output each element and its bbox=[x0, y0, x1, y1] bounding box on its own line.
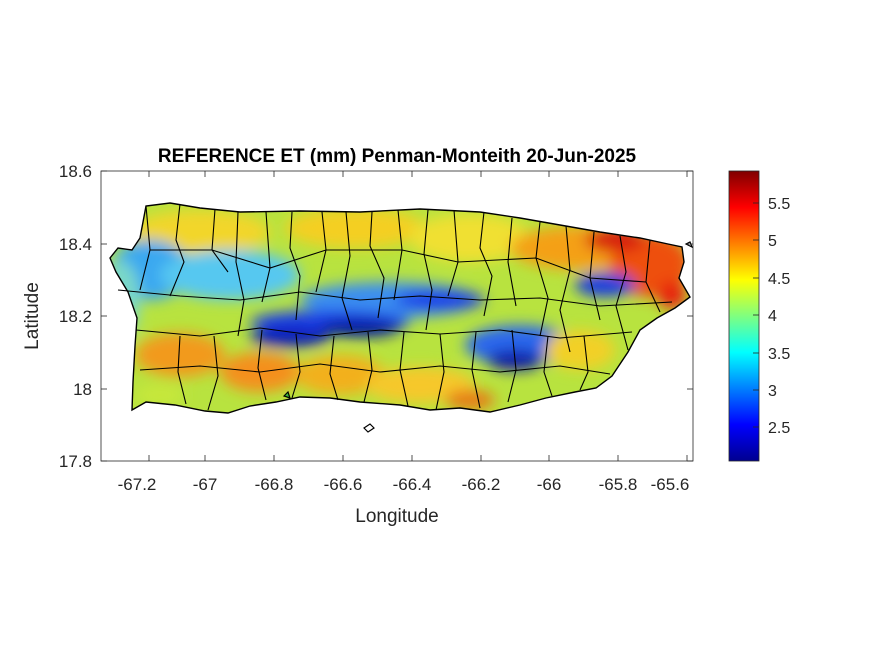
x-tick-label: -67 bbox=[193, 475, 218, 494]
x-tick-label: -66 bbox=[537, 475, 562, 494]
x-tick-label: -66.4 bbox=[393, 475, 432, 494]
colorbar-ticks bbox=[753, 202, 759, 428]
x-tick-label: -66.6 bbox=[324, 475, 363, 494]
x-tick-labels: -67.2 -67 -66.8 -66.6 -66.4 -66.2 -66 -6… bbox=[118, 475, 690, 494]
y-tick-labels: 18.6 18.4 18.2 18 17.8 bbox=[59, 162, 92, 471]
colorbar-tick-label: 5.5 bbox=[768, 196, 790, 213]
colorbar-tick-label: 5 bbox=[768, 233, 777, 250]
x-tick-label: -67.2 bbox=[118, 475, 157, 494]
x-tick-label: -66.2 bbox=[462, 475, 501, 494]
islets bbox=[282, 241, 694, 433]
colorbar-tick-label: 4 bbox=[768, 308, 777, 325]
colorbar-tick-label: 3 bbox=[768, 383, 777, 400]
x-axis-label: Longitude bbox=[355, 506, 438, 527]
axis-ticks bbox=[101, 170, 693, 462]
chart-title: REFERENCE ET (mm) Penman-Monteith 20-Jun… bbox=[158, 146, 637, 167]
colorbar bbox=[728, 170, 760, 462]
colorbar-tick-label: 2.5 bbox=[768, 420, 790, 437]
region-outlines bbox=[109, 202, 691, 414]
colorbar-tick-label: 4.5 bbox=[768, 271, 790, 288]
y-axis-label: Latitude bbox=[22, 282, 43, 350]
colorbar-tick-label: 3.5 bbox=[768, 346, 790, 363]
y-tick-label: 18 bbox=[73, 380, 92, 399]
et-field bbox=[110, 203, 690, 413]
x-tick-label: -66.8 bbox=[255, 475, 294, 494]
colorbar-tick-labels: 5.5 5 4.5 4 3.5 3 2.5 bbox=[768, 196, 790, 437]
y-tick-label: 18.4 bbox=[59, 235, 92, 254]
y-tick-label: 18.2 bbox=[59, 307, 92, 326]
y-tick-label: 18.6 bbox=[59, 162, 92, 181]
x-tick-label: -65.6 bbox=[651, 475, 690, 494]
x-tick-label: -65.8 bbox=[599, 475, 638, 494]
y-tick-label: 17.8 bbox=[59, 452, 92, 471]
